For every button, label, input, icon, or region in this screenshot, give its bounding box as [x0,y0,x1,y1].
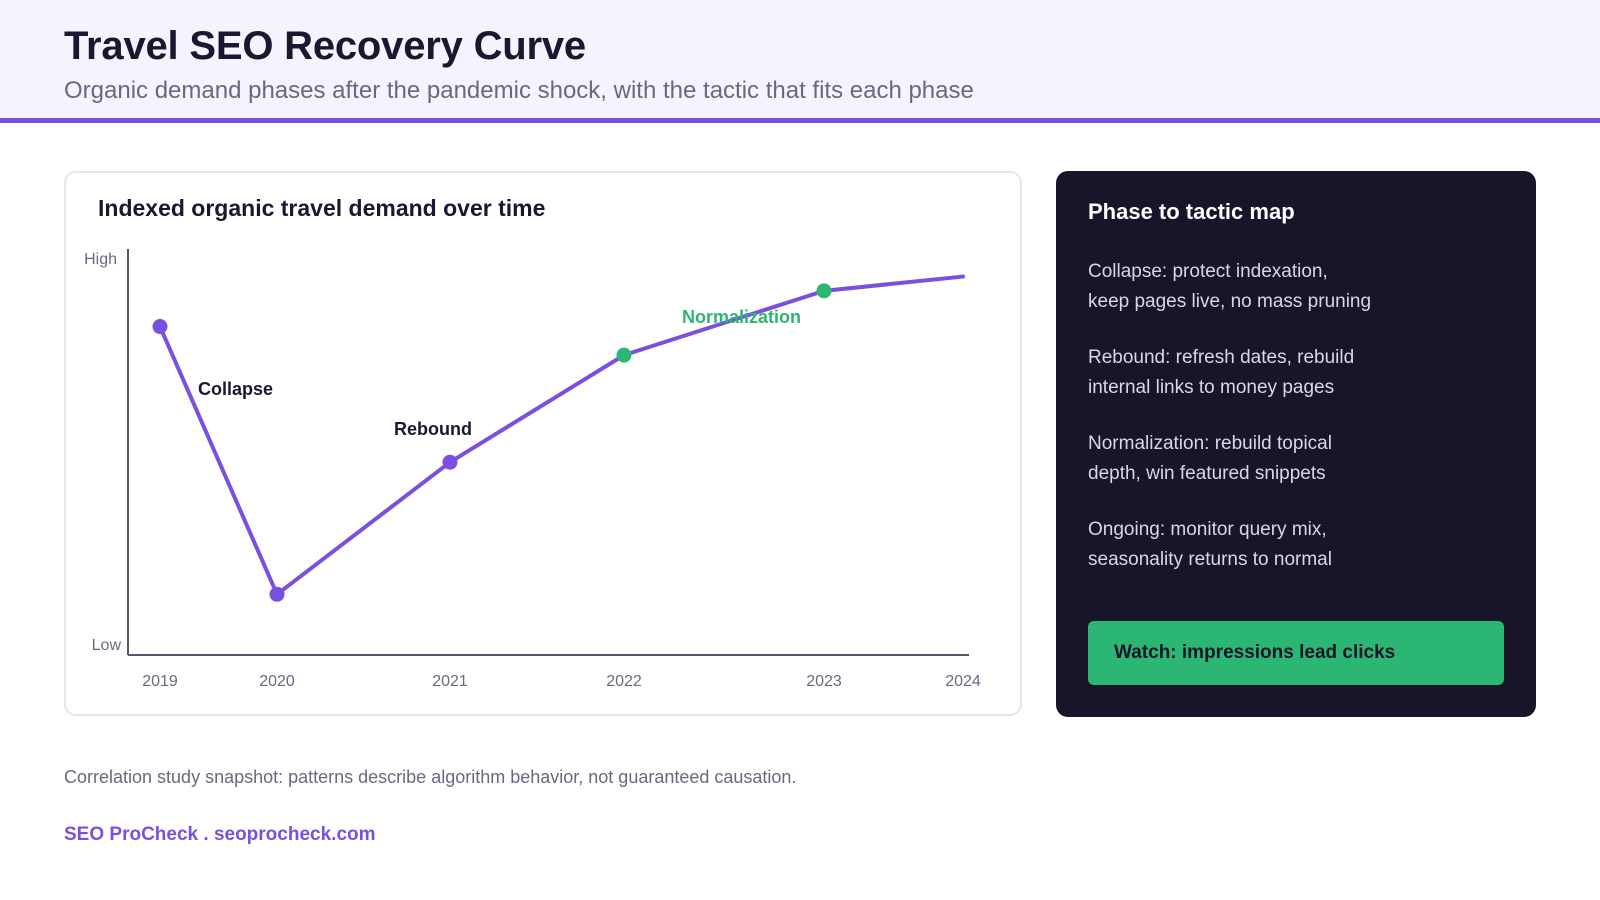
phase-annotation: Collapse [198,379,273,399]
panel-title: Phase to tactic map [1088,199,1295,224]
chart-card: Indexed organic travel demand over time … [64,171,1022,716]
data-point [616,347,632,363]
tactic-line: Ongoing: monitor query mix, [1088,519,1327,540]
data-point [152,319,168,335]
tactic-line: Collapse: protect indexation, [1088,261,1328,282]
phase-annotation: Normalization [682,307,801,327]
tactic-line: Rebound: refresh dates, rebuild [1088,347,1355,368]
tactic-line: keep pages live, no mass pruning [1088,291,1372,312]
x-tick-label: 2021 [432,673,468,690]
tactic-collapse: Collapse: protect indexation, keep pages… [1088,257,1508,317]
x-tick-label: 2019 [142,673,178,690]
x-tick-label: 2023 [806,673,842,690]
tactic-ongoing: Ongoing: monitor query mix, seasonality … [1088,515,1508,575]
series-line [158,274,965,597]
page-title: Travel SEO Recovery Curve [64,24,586,68]
tactic-line: internal links to money pages [1088,377,1335,398]
tactic-line: depth, win featured snippets [1088,463,1326,484]
phase-tactic-panel: Phase to tactic map Collapse: protect in… [1056,171,1536,717]
y-tick-label-low: Low [92,637,122,654]
data-point [442,454,458,470]
tactic-rebound: Rebound: refresh dates, rebuild internal… [1088,343,1508,403]
data-point [816,283,832,299]
footnote: Correlation study snapshot: patterns des… [64,767,797,787]
tactic-line: seasonality returns to normal [1088,549,1332,570]
tactic-line: Normalization: rebuild topical [1088,433,1332,454]
watch-callout: Watch: impressions lead clicks [1088,621,1504,685]
phase-annotation: Rebound [394,419,472,439]
chart-title: Indexed organic travel demand over time [98,195,545,221]
data-point [269,586,285,602]
x-tick-label: 2020 [259,673,295,690]
line-chart: Indexed organic travel demand over time … [84,195,981,690]
header: Travel SEO Recovery Curve Organic demand… [0,0,1600,123]
brand-link[interactable]: SEO ProCheck . seoprocheck.com [64,824,376,845]
page-subtitle: Organic demand phases after the pandemic… [64,77,974,104]
tactic-normalization: Normalization: rebuild topical depth, wi… [1088,429,1508,489]
y-tick-label-high: High [84,251,117,268]
x-tick-label: 2022 [606,673,642,690]
x-tick-label: 2024 [945,673,981,690]
